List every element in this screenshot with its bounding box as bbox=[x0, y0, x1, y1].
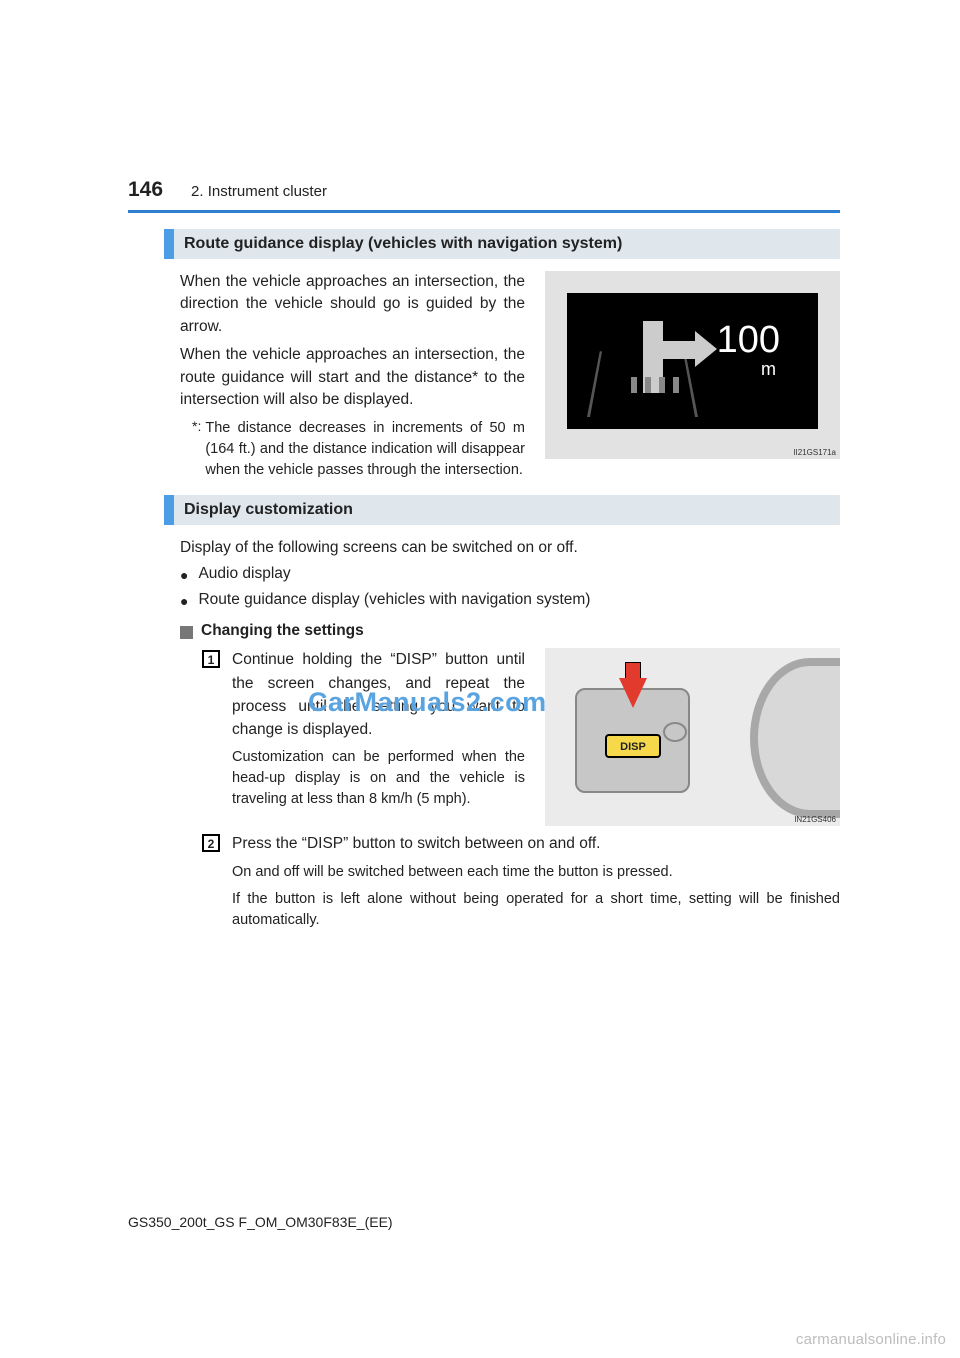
bullet-icon: ● bbox=[180, 565, 188, 586]
step-note: Customization can be performed when the … bbox=[232, 747, 525, 810]
page-number: 146 bbox=[128, 178, 163, 202]
step-note: If the button is left alone without bein… bbox=[232, 889, 840, 931]
figure-disp-button: DISP IN21GS406 bbox=[545, 648, 840, 826]
footnote-marker: *: bbox=[192, 418, 201, 481]
square-marker-icon bbox=[180, 626, 193, 639]
paragraph: When the vehicle approaches an intersect… bbox=[180, 344, 525, 411]
arrow-icon bbox=[695, 331, 717, 367]
manual-page: 146 2. Instrument cluster Route guidance… bbox=[0, 0, 960, 931]
lane-hatch bbox=[631, 377, 679, 393]
bullet-text: Route guidance display (vehicles with na… bbox=[198, 591, 590, 612]
page-header: 146 2. Instrument cluster bbox=[128, 178, 840, 202]
figure-route-guidance: 100 m II21GS171a bbox=[545, 271, 840, 459]
section-heading-route-guidance: Route guidance display (vehicles with na… bbox=[164, 229, 840, 259]
step-1: 1 Continue holding the “DISP” button unt… bbox=[180, 648, 840, 826]
chapter-title: 2. Instrument cluster bbox=[191, 183, 327, 200]
distance-value: 100 bbox=[717, 319, 780, 362]
arrow-down-icon bbox=[619, 678, 647, 708]
figure-id: IN21GS406 bbox=[794, 815, 836, 824]
document-id: GS350_200t_GS F_OM_OM30F83E_(EE) bbox=[128, 1214, 393, 1230]
bullet-item: ● Audio display bbox=[180, 565, 840, 586]
hud-screen: 100 m bbox=[567, 293, 818, 429]
step-number-box: 1 bbox=[202, 650, 220, 668]
route-guidance-text: When the vehicle approaches an intersect… bbox=[180, 271, 525, 481]
section-tab bbox=[164, 229, 174, 259]
sub-heading: Changing the settings bbox=[201, 622, 364, 640]
section1-content: When the vehicle approaches an intersect… bbox=[180, 271, 840, 481]
figure-id: II21GS171a bbox=[793, 448, 836, 457]
section-title: Display customization bbox=[174, 495, 840, 525]
section-title: Route guidance display (vehicles with na… bbox=[174, 229, 840, 259]
step-body: Continue holding the “DISP” button until… bbox=[232, 648, 840, 826]
section-tab bbox=[164, 495, 174, 525]
step-body: Press the “DISP” button to switch betwee… bbox=[232, 832, 840, 930]
distance-unit: m bbox=[761, 359, 776, 380]
step-text: Continue holding the “DISP” button until… bbox=[232, 648, 525, 741]
sub-heading-row: Changing the settings bbox=[180, 622, 840, 640]
step-2: 2 Press the “DISP” button to switch betw… bbox=[180, 832, 840, 930]
step-note: On and off will be switched between each… bbox=[232, 862, 840, 883]
intro-text: Display of the following screens can be … bbox=[180, 537, 840, 559]
step-text: Press the “DISP” button to switch betwee… bbox=[232, 832, 840, 855]
bullet-text: Audio display bbox=[198, 565, 290, 586]
footnote: *: The distance decreases in increments … bbox=[180, 418, 525, 481]
footnote-text: The distance decreases in increments of … bbox=[205, 418, 525, 481]
site-watermark: carmanualsonline.info bbox=[796, 1331, 946, 1348]
section2-content: Display of the following screens can be … bbox=[180, 537, 840, 931]
route-guidance-row: When the vehicle approaches an intersect… bbox=[180, 271, 840, 481]
bullet-item: ● Route guidance display (vehicles with … bbox=[180, 591, 840, 612]
step-text-col: Continue holding the “DISP” button until… bbox=[232, 648, 525, 810]
arrow-icon bbox=[643, 341, 701, 359]
section-heading-display-customization: Display customization bbox=[164, 495, 840, 525]
steering-wheel-icon bbox=[750, 658, 840, 818]
header-rule bbox=[128, 210, 840, 213]
step-number-box: 2 bbox=[202, 834, 220, 852]
paragraph: When the vehicle approaches an intersect… bbox=[180, 271, 525, 338]
bullet-icon: ● bbox=[180, 591, 188, 612]
disp-button-label: DISP bbox=[605, 734, 661, 758]
